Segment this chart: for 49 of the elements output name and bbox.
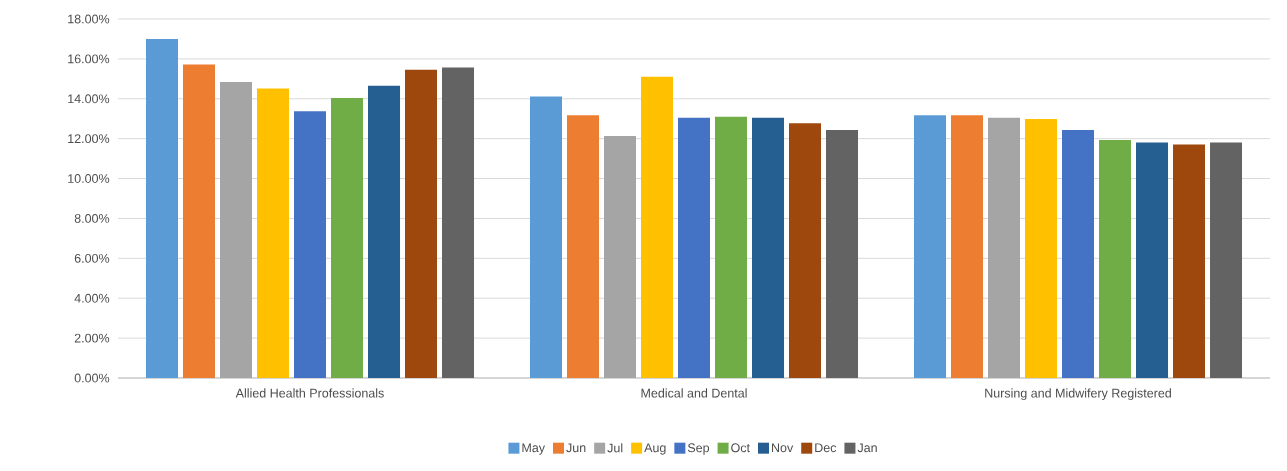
bar bbox=[1136, 142, 1169, 378]
bar bbox=[752, 117, 784, 378]
bar bbox=[220, 82, 252, 378]
bar bbox=[988, 117, 1020, 378]
bar bbox=[294, 111, 326, 378]
bar bbox=[604, 136, 636, 378]
y-tick-label: 8.00% bbox=[74, 214, 110, 223]
bar bbox=[442, 67, 474, 378]
y-tick-label: 4.00% bbox=[74, 293, 110, 303]
bar bbox=[641, 76, 673, 378]
bar bbox=[1099, 140, 1131, 378]
bar bbox=[678, 117, 710, 378]
legend-label: Sep bbox=[687, 443, 710, 455]
x-tick-label: Allied Health Professionals bbox=[235, 388, 384, 398]
bar bbox=[1025, 119, 1057, 378]
bar bbox=[715, 116, 747, 378]
y-tick-label: 10.00% bbox=[68, 174, 110, 183]
legend-label: Aug bbox=[644, 443, 666, 455]
legend-label: Jan bbox=[857, 443, 877, 453]
bar bbox=[530, 96, 562, 378]
x-tick-label: Nursing and Midwifery Registered bbox=[985, 388, 1171, 401]
bar bbox=[1173, 144, 1206, 378]
bar bbox=[951, 115, 983, 378]
bar bbox=[1210, 142, 1243, 378]
bar bbox=[405, 69, 437, 378]
y-tick-label: 2.00% bbox=[74, 333, 110, 343]
bar bbox=[183, 64, 215, 378]
legend-label: Nov bbox=[772, 443, 794, 453]
y-tick-label: 6.00% bbox=[74, 253, 110, 263]
legend-label: Oct bbox=[731, 443, 750, 453]
bar bbox=[257, 88, 289, 378]
bar bbox=[368, 85, 400, 378]
legend-label: May bbox=[522, 443, 545, 455]
bar bbox=[146, 38, 178, 378]
y-tick-label: 18.00% bbox=[68, 14, 110, 24]
legend-label: Dec bbox=[815, 443, 837, 453]
y-tick-label: 12.00% bbox=[68, 134, 110, 144]
bar bbox=[331, 97, 363, 378]
bar bbox=[914, 115, 946, 378]
y-tick-label: 14.00% bbox=[68, 94, 110, 104]
legend-label: Jun bbox=[566, 443, 586, 453]
y-tick-label: 0.00% bbox=[74, 373, 110, 383]
bar bbox=[789, 123, 821, 378]
bar bbox=[826, 130, 858, 378]
x-tick-label: Medical and Dental bbox=[641, 388, 747, 398]
bar bbox=[567, 115, 599, 378]
y-tick-label: 16.00% bbox=[68, 54, 110, 64]
legend-label: Jul bbox=[607, 443, 623, 453]
bar bbox=[1062, 130, 1094, 378]
